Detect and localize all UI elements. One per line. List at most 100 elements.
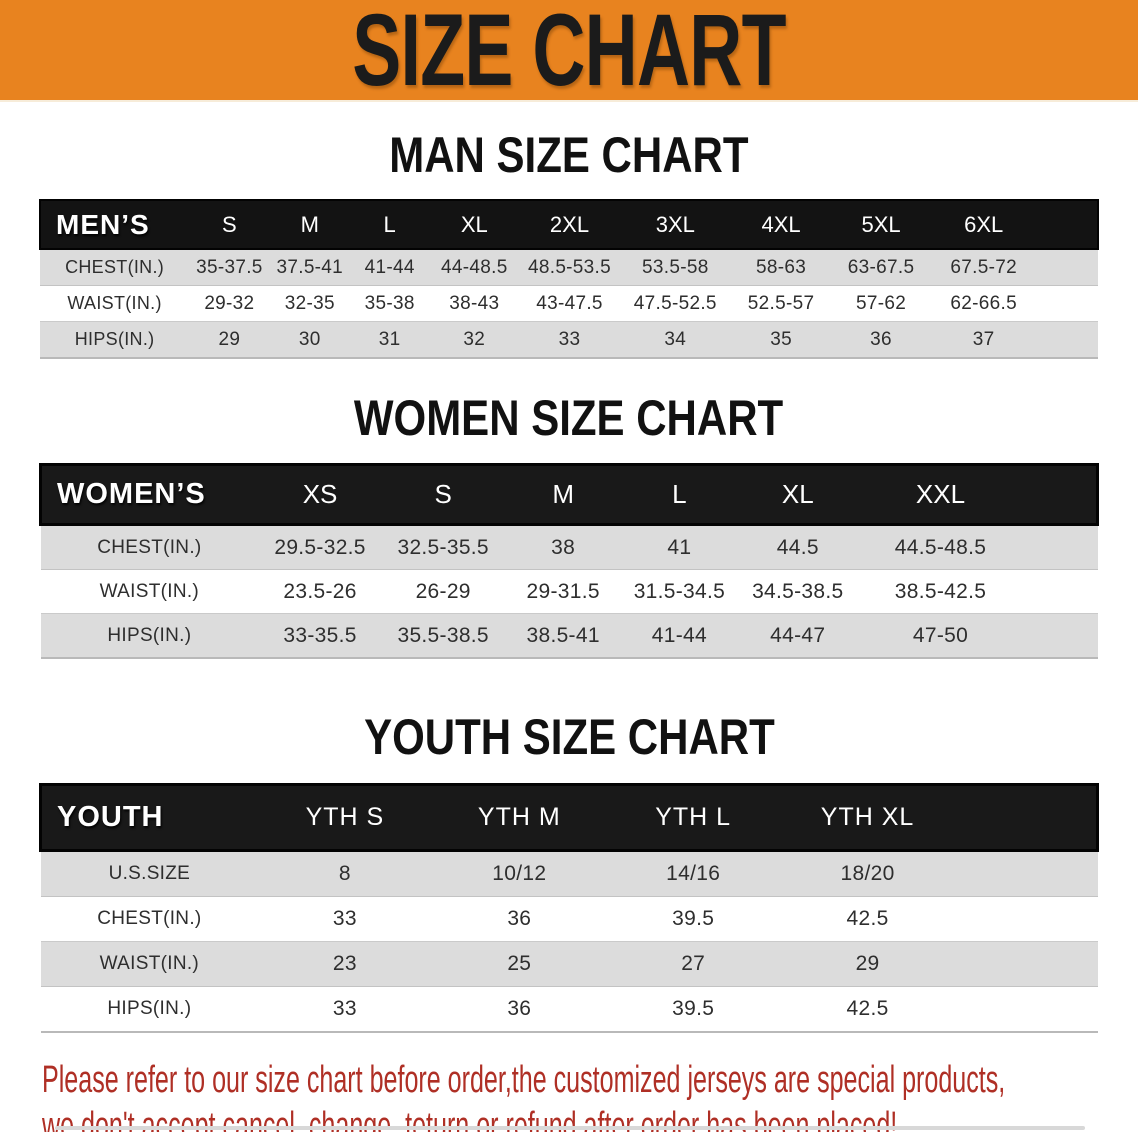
size-value-cell: 32	[429, 321, 520, 359]
size-value-cell: 23.5-26	[283, 579, 357, 603]
size-value-cell: 33	[519, 321, 620, 359]
table-row: CHEST(IN.) 29.5-32.5 32.5-35.5 38 41 44.5 44.5…	[40, 524, 1098, 570]
size-column-header: 2XL	[549, 211, 590, 237]
row-label: WAIST(IN.)	[67, 293, 162, 313]
filler-cell	[956, 897, 1098, 942]
size-value-cell: 32-35	[284, 292, 335, 314]
size-column-header: 6XL	[964, 211, 1004, 237]
size-value-cell: 29-32	[204, 292, 255, 314]
size-column-header: YTH S	[305, 803, 385, 831]
size-value-cell: 8	[258, 850, 432, 897]
size-column-header: 5XL	[861, 211, 901, 237]
filler-cell	[1022, 465, 1097, 525]
size-value-cell: 42.5	[846, 907, 889, 930]
filler-cell	[956, 785, 1098, 851]
youth-section-heading: YOUTH SIZE CHART	[0, 711, 1138, 763]
filler-cell	[956, 987, 1098, 1033]
size-value-cell: 33	[332, 907, 357, 930]
size-value-cell: 33-35.5	[258, 613, 382, 659]
size-value-cell: 38.5-42.5	[894, 579, 987, 603]
bottom-edge-artifact	[55, 1126, 1085, 1130]
size-value-cell: 47.5-52.5	[633, 292, 717, 314]
table-row: WAIST(IN.) 23 25 27 29	[40, 941, 1098, 987]
women-section-heading-text: WOMEN SIZE CHART	[354, 390, 784, 446]
size-value-cell: 37	[930, 321, 1037, 359]
size-value-cell: 58-63	[730, 248, 832, 286]
size-value-cell: 33	[332, 997, 357, 1020]
disclaimer-text: Please refer to our size chart before or…	[0, 1057, 1138, 1132]
filler-cell	[1037, 200, 1098, 249]
size-value-cell: 27	[607, 941, 780, 987]
size-value-cell: 47-50	[858, 613, 1023, 659]
size-value-cell: 52.5-57	[747, 292, 815, 314]
women-size-table: WOMEN’S XS S M L XL XXL CHEST(IN.) 29.5-32.5 32.5…	[39, 463, 1099, 659]
size-value-cell: 14/16	[607, 850, 780, 897]
table-row: CHEST(IN.) 35-37.5 37.5-41 41-44 44-48.5 48.5…	[40, 248, 1098, 286]
row-label: WAIST(IN.)	[99, 580, 200, 602]
size-column-header: S	[434, 479, 452, 509]
size-value-cell: 39.5	[672, 997, 715, 1020]
men-section-heading-text: MAN SIZE CHART	[389, 127, 749, 183]
table-corner-label: WOMEN’S	[57, 478, 206, 510]
row-label: WAIST(IN.)	[40, 941, 259, 987]
size-value-cell: 44.5	[737, 524, 859, 570]
table-row: U.S.SIZE 8 10/12 14/16 18/20	[40, 850, 1098, 897]
size-value-cell: 37.5-41	[269, 248, 350, 286]
banner: SIZE CHART	[0, 0, 1138, 102]
filler-cell	[1036, 321, 1098, 359]
size-value-cell: 57-62	[855, 292, 907, 314]
size-value-cell: 38-43	[449, 292, 500, 314]
size-column-header: L	[383, 211, 396, 237]
size-value-cell: 44-47	[737, 613, 859, 659]
filler-cell	[1037, 286, 1098, 322]
filler-cell	[1022, 524, 1098, 570]
size-value-cell: 41	[621, 524, 738, 570]
size-value-cell: 36	[507, 907, 532, 930]
size-value-cell: 63-67.5	[831, 248, 931, 286]
size-column-header: 4XL	[761, 211, 801, 237]
size-column-header: YTH L	[655, 803, 732, 831]
youth-size-table: YOUTH YTH S YTH M YTH L YTH XL U.S.SIZE 8 10/12…	[39, 783, 1099, 1033]
size-value-cell: 67.5-72	[930, 248, 1037, 286]
size-value-cell: 23	[258, 941, 432, 987]
table-row: HIPS(IN.) 33 36 39.5 42.5	[41, 987, 1098, 1033]
size-value-cell: 38	[504, 524, 622, 570]
disclaimer-line-1-text: Please refer to our size chart before or…	[42, 1059, 1006, 1101]
row-label: CHEST(IN.)	[40, 524, 259, 570]
size-value-cell: 38.5-41	[504, 613, 622, 659]
filler-cell	[1022, 613, 1098, 659]
table-row: WAIST(IN.) 23.5-26 26-29 29-31.5 31.5-34.5 34…	[41, 570, 1098, 614]
size-value-cell: 42.5	[846, 997, 889, 1020]
table-header-row: YOUTH YTH S YTH M YTH L YTH XL	[41, 785, 1098, 851]
size-column-header: XL	[460, 211, 488, 237]
table-row: WAIST(IN.) 29-32 32-35 35-38 38-43 43-47.5 47.…	[40, 286, 1098, 322]
size-value-cell: 62-66.5	[950, 292, 1017, 314]
filler-cell	[955, 850, 1098, 897]
men-size-table: MEN’S S M L XL 2XL 3XL 4XL 5XL 6XL CHEST(IN.) 35-37…	[39, 199, 1099, 359]
size-value-cell: 48.5-53.5	[519, 248, 620, 286]
size-value-cell: 35	[730, 321, 832, 359]
size-value-cell: 31	[349, 321, 430, 359]
size-value-cell: 53.5-58	[619, 248, 731, 286]
size-column-header: YTH M	[477, 803, 561, 831]
size-value-cell: 41-44	[349, 248, 430, 286]
size-value-cell: 41-44	[621, 613, 738, 659]
size-value-cell: 39.5	[672, 907, 715, 930]
size-column-header: YTH XL	[820, 803, 915, 831]
size-value-cell: 29	[189, 321, 270, 359]
table-corner-label: MEN’S	[56, 208, 150, 240]
size-column-header: L	[672, 479, 687, 509]
size-column-header: S	[222, 211, 237, 237]
size-value-cell: 18/20	[779, 850, 956, 897]
size-value-cell: 31.5-34.5	[633, 579, 726, 603]
size-value-cell: 36	[831, 321, 931, 359]
size-value-cell: 32.5-35.5	[381, 524, 505, 570]
size-column-header: XL	[781, 479, 814, 509]
row-label: U.S.SIZE	[40, 850, 259, 897]
men-section-heading: MAN SIZE CHART	[0, 129, 1138, 181]
size-value-cell: 34.5-38.5	[752, 579, 844, 603]
size-value-cell: 34	[619, 321, 731, 359]
size-value-cell: 30	[269, 321, 350, 359]
size-column-header: M	[552, 479, 574, 509]
